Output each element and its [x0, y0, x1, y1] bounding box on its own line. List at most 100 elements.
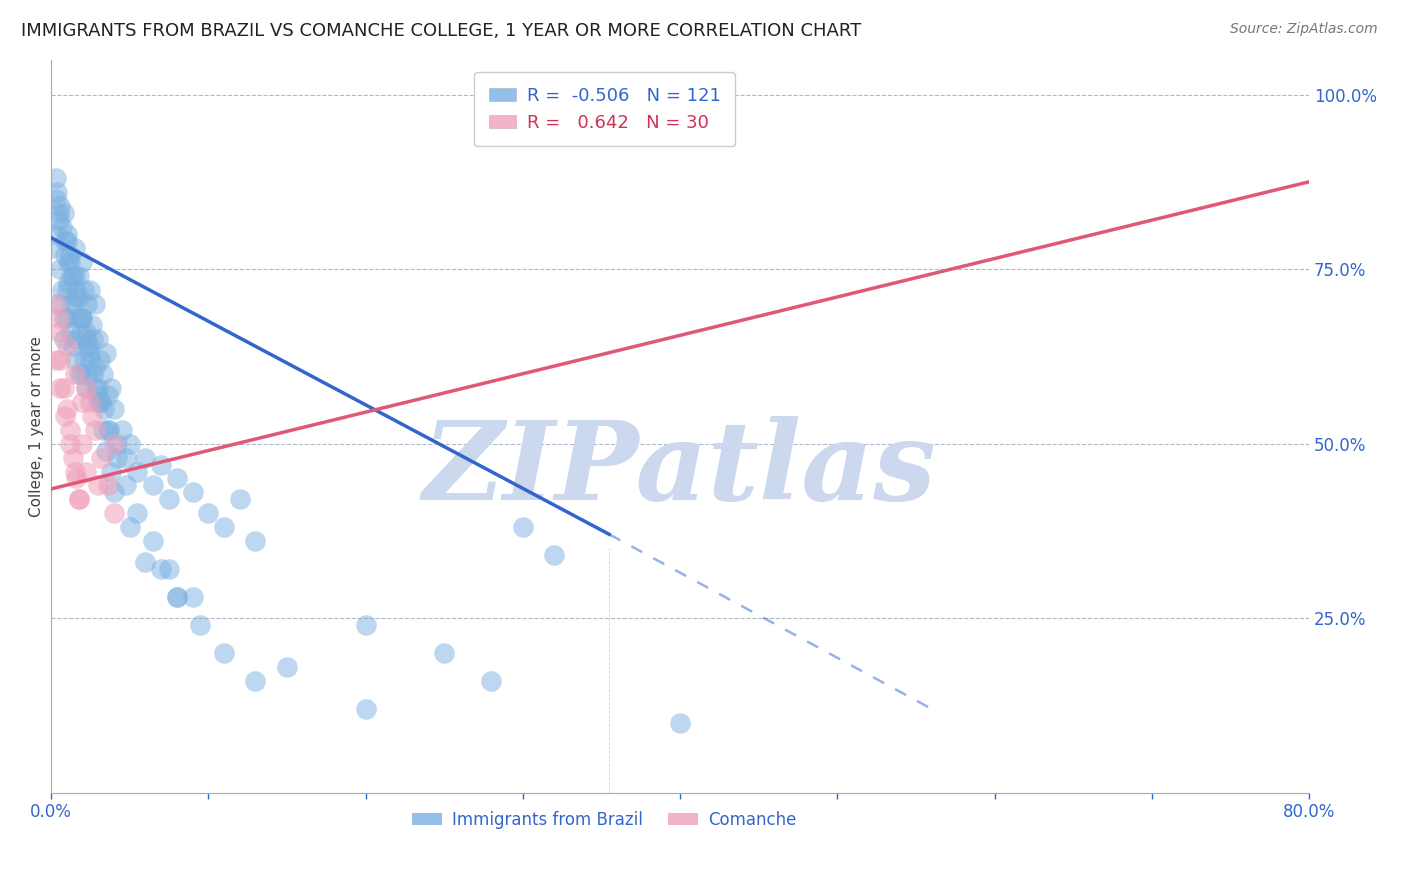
Point — [63, 465, 86, 479]
Point — [53, 248, 76, 262]
Point — [87, 478, 110, 492]
Point — [45, 352, 67, 367]
Point — [212, 646, 235, 660]
Point — [65, 283, 87, 297]
Point — [105, 450, 128, 465]
Point — [142, 534, 165, 549]
Point — [79, 346, 101, 360]
Point — [103, 485, 125, 500]
Point — [58, 255, 80, 269]
Point — [48, 325, 70, 339]
Point — [60, 268, 83, 283]
Point — [276, 660, 298, 674]
Point — [48, 206, 70, 220]
Point — [84, 359, 107, 374]
Point — [118, 520, 141, 534]
Point — [70, 310, 93, 325]
Point — [90, 394, 112, 409]
Point — [45, 297, 67, 311]
Point — [66, 310, 89, 325]
Point — [111, 423, 134, 437]
Point — [67, 367, 90, 381]
Point — [48, 297, 70, 311]
Point — [62, 450, 84, 465]
Point — [197, 507, 219, 521]
Point — [91, 367, 114, 381]
Point — [100, 381, 122, 395]
Point — [245, 673, 267, 688]
Point — [115, 450, 138, 465]
Point — [72, 310, 94, 325]
Point — [59, 248, 82, 262]
Point — [80, 318, 103, 332]
Point — [63, 297, 86, 311]
Point — [53, 234, 76, 248]
Point — [94, 443, 117, 458]
Point — [245, 534, 267, 549]
Point — [65, 290, 87, 304]
Point — [212, 520, 235, 534]
Point — [354, 618, 377, 632]
Point — [79, 394, 101, 409]
Point — [543, 549, 565, 563]
Point — [75, 332, 97, 346]
Point — [87, 332, 110, 346]
Point — [150, 562, 173, 576]
Point — [82, 367, 104, 381]
Point — [669, 715, 692, 730]
Point — [150, 458, 173, 472]
Point — [75, 381, 97, 395]
Point — [70, 325, 93, 339]
Point — [62, 268, 84, 283]
Point — [90, 450, 112, 465]
Point — [60, 297, 83, 311]
Point — [166, 590, 188, 604]
Point — [100, 465, 122, 479]
Point — [72, 394, 94, 409]
Point — [72, 436, 94, 450]
Point — [52, 381, 75, 395]
Point — [51, 283, 73, 297]
Point — [433, 646, 456, 660]
Point — [63, 352, 86, 367]
Point — [84, 297, 107, 311]
Point — [73, 352, 96, 367]
Point — [55, 227, 77, 241]
Point — [157, 562, 180, 576]
Point — [97, 478, 120, 492]
Point — [49, 262, 72, 277]
Point — [89, 394, 111, 409]
Point — [75, 465, 97, 479]
Point — [75, 381, 97, 395]
Point — [115, 478, 138, 492]
Point — [65, 332, 87, 346]
Point — [76, 339, 98, 353]
Point — [98, 423, 121, 437]
Point — [58, 276, 80, 290]
Point — [77, 339, 100, 353]
Point — [67, 492, 90, 507]
Point — [93, 401, 115, 416]
Point — [72, 255, 94, 269]
Point — [59, 255, 82, 269]
Point — [55, 234, 77, 248]
Point — [80, 409, 103, 423]
Point — [134, 450, 156, 465]
Point — [55, 310, 77, 325]
Point — [512, 520, 534, 534]
Point — [45, 171, 67, 186]
Point — [228, 492, 250, 507]
Point — [84, 381, 107, 395]
Point — [181, 590, 204, 604]
Point — [118, 436, 141, 450]
Point — [127, 507, 149, 521]
Point — [87, 381, 110, 395]
Point — [103, 507, 125, 521]
Point — [48, 213, 70, 227]
Point — [79, 352, 101, 367]
Point — [72, 310, 94, 325]
Point — [91, 423, 114, 437]
Point — [65, 471, 87, 485]
Point — [46, 186, 69, 200]
Point — [51, 220, 73, 235]
